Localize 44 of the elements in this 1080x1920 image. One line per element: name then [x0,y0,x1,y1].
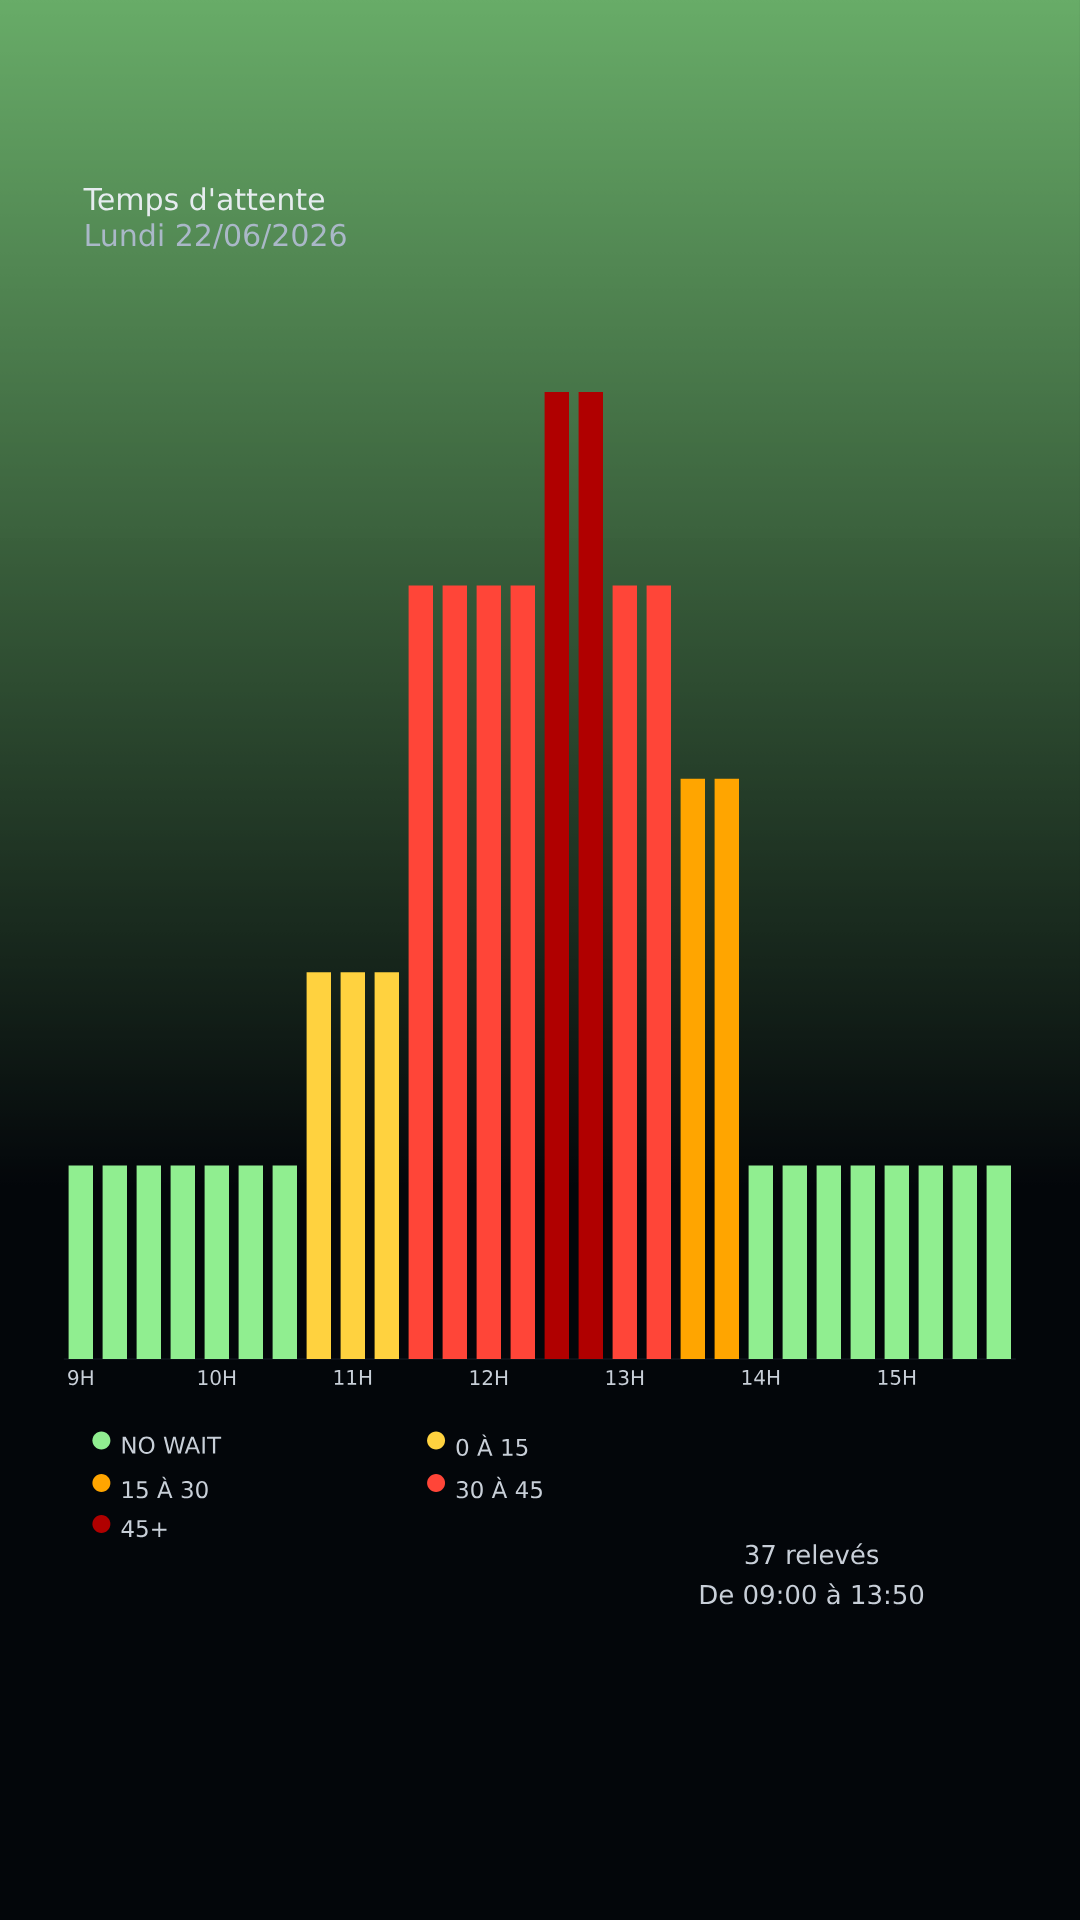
chart-title: Temps d'attente [83,187,324,217]
legend-label: NO WAIT [122,1436,222,1454]
bar [544,391,569,1359]
text: De 09:00 à 13:50 [700,1583,924,1605]
bar [850,1165,875,1359]
bar [918,1165,943,1359]
bar [510,585,535,1359]
bar [952,1165,977,1359]
bar [102,1165,127,1359]
bar [578,391,603,1359]
bar [476,585,501,1359]
bar [408,585,433,1359]
x-tick-label: 13H [606,1370,644,1386]
chart-subtitle: Lundi 22/06/2026 [86,223,346,249]
legend-label: 45+ [121,1520,167,1538]
legend-label: 0 À 15 [456,1434,528,1457]
legend-label: 30 À 45 [456,1476,542,1499]
bar [374,972,399,1359]
x-tick-label: 12H [470,1370,508,1385]
bar [816,1165,841,1359]
bar [884,1165,909,1359]
x-tick-label: 15H [878,1370,916,1385]
bar [680,778,705,1359]
bar [782,1165,807,1359]
bar [170,1165,195,1359]
legend-label: 15 À 30 [122,1476,208,1499]
text: 37 relevés [745,1543,879,1565]
bar [442,585,467,1359]
bar [646,585,671,1359]
bar [68,1165,93,1359]
bar [986,1165,1011,1359]
x-tick-label: 11H [334,1370,372,1385]
x-tick-label: 10H [198,1370,236,1386]
x-tick-label: 9H [68,1370,93,1386]
bar [204,1165,229,1359]
bar [612,585,637,1359]
x-tick-label: 14H [742,1370,780,1385]
bar [306,972,331,1359]
bar [272,1165,297,1359]
bar [748,1165,773,1359]
bar [238,1165,263,1359]
bar [714,778,739,1359]
bar [136,1165,161,1359]
bar [340,972,365,1359]
